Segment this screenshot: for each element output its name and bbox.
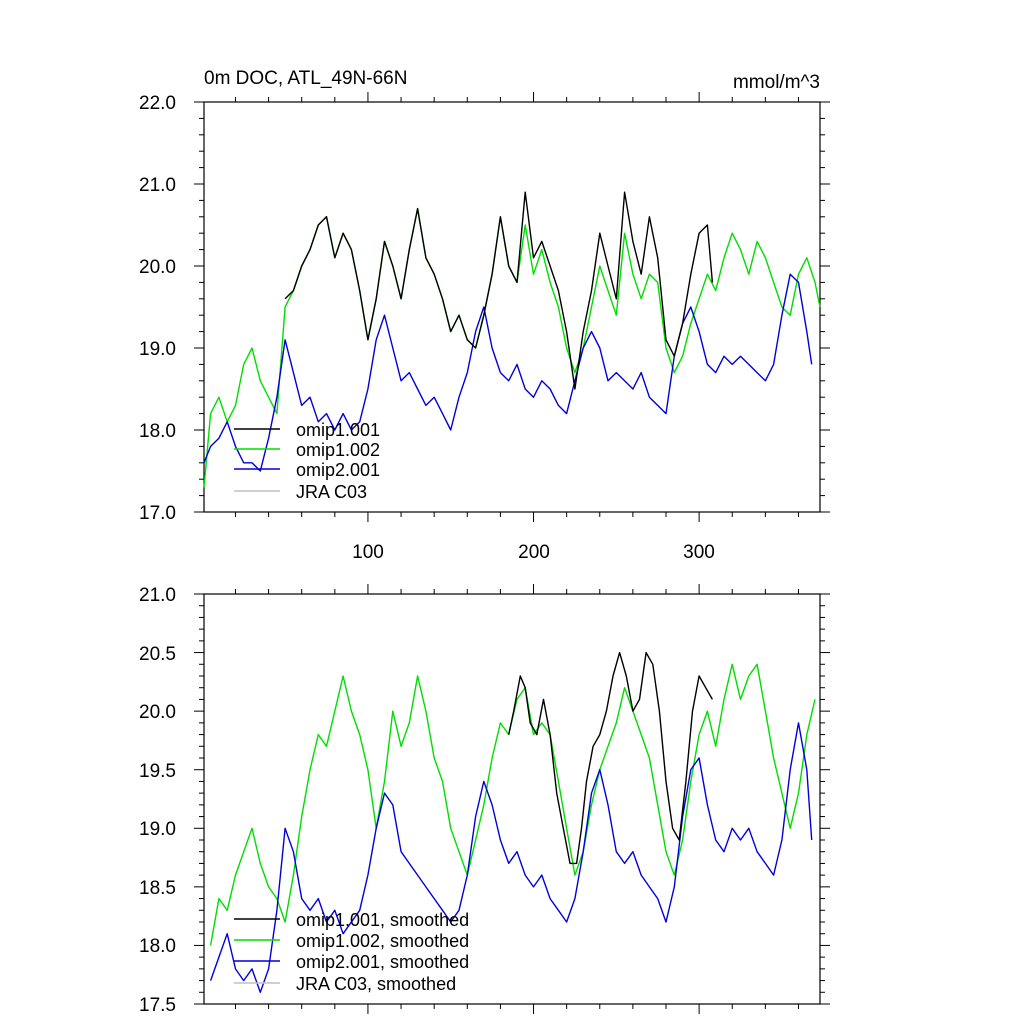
top-series-group: [203, 191, 821, 488]
top-panel-title: 0m DOC, ATL_49N-66N: [204, 68, 407, 89]
legend-label: JRA C03, smoothed: [296, 974, 456, 994]
legend-label: omip2.001, smoothed: [296, 952, 469, 972]
series-line-omip1-001-smoothed: [508, 651, 714, 865]
y-tick-label: 18.0: [139, 936, 176, 957]
y-tick-label: 19.5: [139, 761, 176, 782]
bottom-legend: omip1.001, smoothed omip1.002, smoothed …: [234, 910, 469, 994]
top-ticks: [194, 92, 830, 522]
legend-label: omip1.001, smoothed: [296, 910, 469, 930]
y-tick-label: 21.0: [139, 175, 176, 196]
legend-label: JRA C03: [296, 482, 367, 502]
y-tick-label: 19.0: [139, 819, 176, 840]
top-y-tick-labels: 17.0 18.0 19.0 20.0 21.0 22.0: [139, 93, 176, 524]
legend-label: omip1.002, smoothed: [296, 931, 469, 951]
y-tick-label: 17.0: [139, 503, 176, 524]
x-tick-label: 200: [518, 542, 550, 563]
top-panel: 0m DOC, ATL_49N-66N mmol/m^3 17.0 18.0 1…: [139, 68, 830, 563]
bottom-plot-frame: [203, 593, 821, 1005]
y-tick-label: 18.5: [139, 878, 176, 899]
legend-label: omip1.002: [296, 440, 380, 460]
top-panel-units: mmol/m^3: [733, 72, 820, 93]
y-tick-label: 20.0: [139, 257, 176, 278]
y-tick-label: 19.0: [139, 339, 176, 360]
y-tick-label: 22.0: [139, 93, 176, 114]
top-x-tick-labels: 100 200 300: [352, 542, 715, 563]
series-line-omip1-001: [284, 191, 714, 390]
y-tick-label: 20.0: [139, 702, 176, 723]
series-line-omip2-001-smoothed: [209, 722, 813, 993]
series-line-omip2-001: [203, 273, 813, 472]
legend-label: omip1.001: [296, 420, 380, 440]
series-line-omip1-002-smoothed: [209, 663, 816, 946]
y-tick-label: 17.5: [139, 995, 176, 1016]
bottom-panel: 17.5 18.0 18.5 19.0 19.5 20.0 20.5 21.0 …: [139, 584, 830, 1016]
y-tick-label: 21.0: [139, 585, 176, 606]
bottom-ticks: [194, 584, 830, 1014]
bottom-y-tick-labels: 17.5 18.0 18.5 19.0 19.5 20.0 20.5 21.0: [139, 585, 176, 1016]
legend-label: omip2.001: [296, 460, 380, 480]
x-tick-label: 100: [352, 542, 384, 563]
top-legend: omip1.001 omip1.002 omip2.001 JRA C03: [234, 420, 380, 502]
y-tick-label: 18.0: [139, 421, 176, 442]
y-tick-label: 20.5: [139, 644, 176, 665]
x-tick-label: 300: [683, 542, 715, 563]
bottom-series-group: [209, 651, 816, 993]
